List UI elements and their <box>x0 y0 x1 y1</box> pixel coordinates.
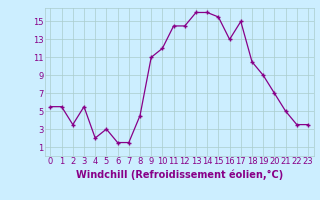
X-axis label: Windchill (Refroidissement éolien,°C): Windchill (Refroidissement éolien,°C) <box>76 169 283 180</box>
